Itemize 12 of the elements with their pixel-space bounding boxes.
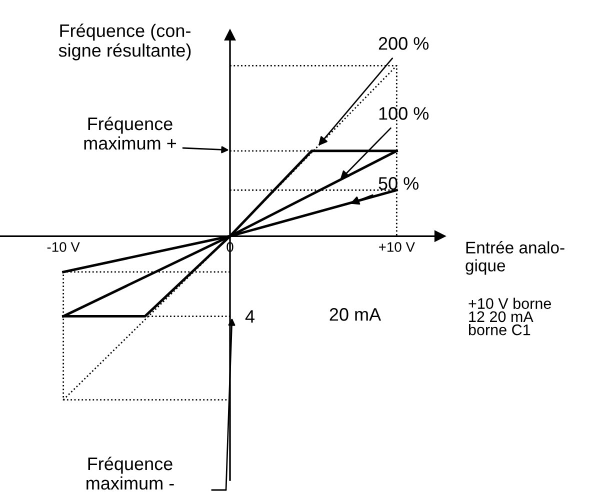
text: Fréquence maximum -: [86, 456, 174, 490]
x-tick-label: +10 V: [379, 242, 415, 252]
annotation: 100 %: [379, 107, 429, 120]
x-axis-title: Entrée analo- gique: [466, 241, 564, 275]
annotation: Fréquence maximum +: [84, 116, 176, 150]
x-tick-label: -10 V: [47, 242, 80, 252]
y-axis-title: Fréquence (con- signe résultante): [58, 24, 191, 60]
text: +10 V borne 12 20 mA borne C1: [468, 298, 551, 336]
annotation: 50 %: [378, 177, 419, 190]
annotation: 4: [245, 310, 254, 323]
annotation: 200 %: [378, 37, 429, 50]
annotation: 20 mA: [330, 308, 382, 321]
